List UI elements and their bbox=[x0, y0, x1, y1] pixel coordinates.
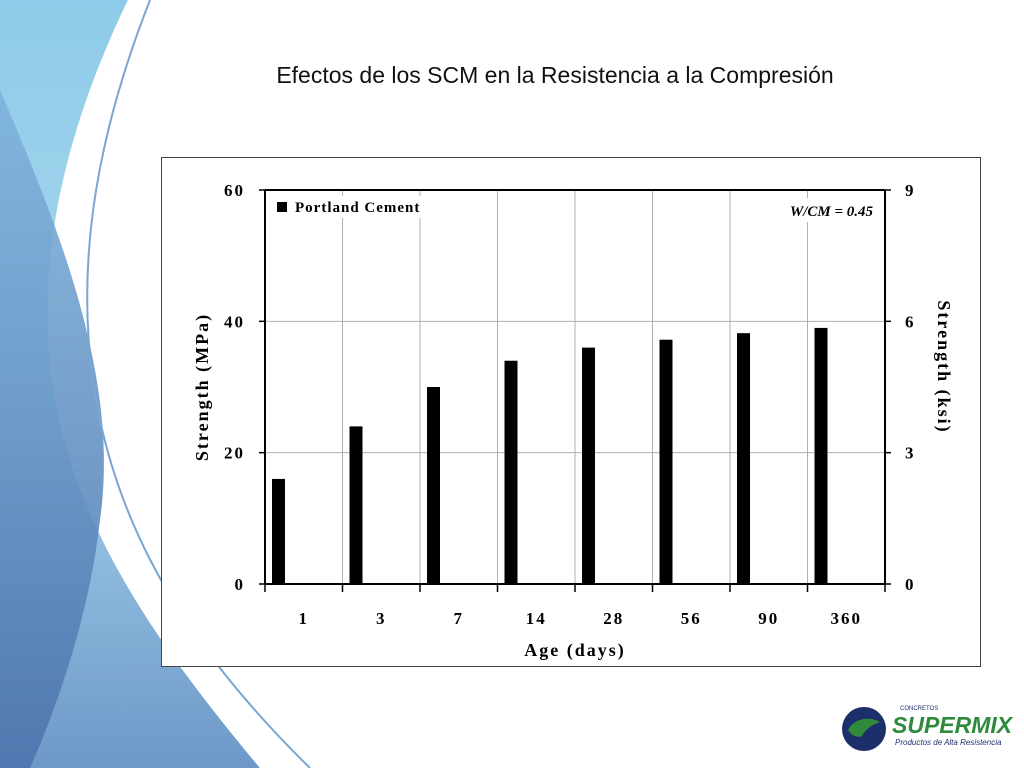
x-category-label: 7 bbox=[454, 609, 465, 628]
legend-label: Portland Cement bbox=[295, 200, 420, 216]
x-category-label: 360 bbox=[831, 609, 863, 628]
logo-mark-swoosh bbox=[848, 718, 880, 737]
x-category-label: 56 bbox=[681, 609, 702, 628]
swoosh-dark bbox=[0, 90, 104, 768]
annotation-background bbox=[765, 198, 883, 222]
bar-90 bbox=[737, 333, 750, 584]
x-category-label: 1 bbox=[299, 609, 310, 628]
right-y-axis-title: Strength (ksi) bbox=[933, 300, 954, 433]
x-category-label: 14 bbox=[526, 609, 547, 628]
bar-360 bbox=[814, 327, 828, 584]
chart-frame: 0 20 40 60 0 3 6 9 1 3 7 14 28 56 90 360 Portland Cement… bbox=[161, 157, 981, 667]
bar-7 bbox=[427, 387, 440, 584]
bar-3 bbox=[349, 426, 363, 584]
slide-title: Efectos de los SCM en la Resistencia a l… bbox=[276, 62, 834, 88]
legend-background bbox=[273, 196, 463, 218]
x-category-label: 3 bbox=[376, 609, 387, 628]
wcm-annotation: W/CM = 0.45 bbox=[790, 204, 874, 220]
logo-tagline: Productos de Alta Resistencia bbox=[895, 738, 1002, 747]
bar-28 bbox=[582, 347, 595, 584]
legend-swatch bbox=[277, 202, 287, 212]
x-category-label: 90 bbox=[758, 609, 779, 628]
right-axis-tick-label: 6 bbox=[905, 312, 914, 331]
left-axis-tick-label: 60 bbox=[224, 181, 245, 200]
supermix-logo: CONCRETOS SUPERMIX Productos de Alta Res… bbox=[842, 706, 1014, 751]
bar-56 bbox=[659, 339, 673, 584]
x-axis-title: Age (days) bbox=[524, 640, 626, 661]
x-category-label: 28 bbox=[603, 609, 624, 628]
left-axis-tick-label: 20 bbox=[224, 444, 245, 463]
right-axis-tick-label: 3 bbox=[905, 444, 914, 463]
left-axis-tick-label: 0 bbox=[235, 575, 246, 594]
right-axis-tick-label: 9 bbox=[905, 181, 914, 200]
bar-14 bbox=[504, 360, 518, 584]
logo-small-text: CONCRETOS bbox=[900, 706, 938, 712]
logo-brand-text: SUPERMIX bbox=[892, 712, 1014, 738]
strength-bar-chart: 0 20 40 60 0 3 6 9 1 3 7 14 28 56 90 360 Portland Cement… bbox=[192, 181, 954, 661]
left-axis-tick-label: 40 bbox=[224, 312, 245, 331]
bar-1 bbox=[272, 478, 285, 584]
swoosh-thin-line bbox=[86, 0, 311, 768]
left-y-axis-title: Strength (MPa) bbox=[192, 313, 213, 461]
right-axis-tick-label: 0 bbox=[905, 575, 914, 594]
